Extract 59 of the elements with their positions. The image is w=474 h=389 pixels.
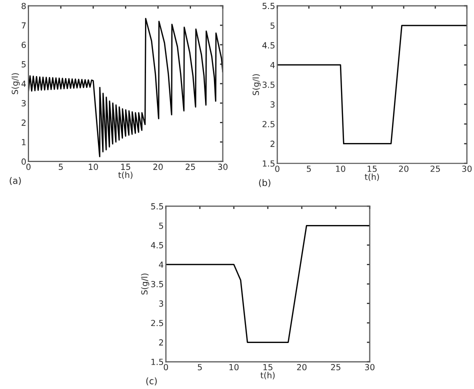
y-axis-title: S(g/l) [12, 73, 20, 94]
line-series [28, 18, 223, 158]
x-tick-label: 10 [88, 164, 98, 170]
x-tick-label: 25 [186, 164, 195, 170]
y-tick-label: 4.5 [150, 242, 164, 248]
x-tick-label: 0 [164, 364, 168, 370]
y-tick-label: 3.5 [262, 82, 274, 88]
y-axis-title: S(g/l) [141, 274, 150, 295]
x-tick-label: 15 [368, 166, 377, 172]
y-tick-label: 1.5 [151, 358, 164, 366]
y-tick-label: 4 [158, 262, 164, 268]
y-tick-label: 4.5 [262, 42, 274, 49]
x-tick-label: 20 [399, 166, 408, 172]
x-tick-label: 30 [462, 166, 472, 172]
y-tick-label: 5 [270, 22, 274, 29]
y-tick-label: 2 [22, 120, 26, 126]
x-tick-label: 20 [297, 364, 307, 370]
y-tick-label: 6 [22, 42, 26, 48]
y-tick-label: 3 [159, 300, 164, 307]
y-tick-label: 4 [270, 62, 275, 68]
x-tick-label: 5 [58, 164, 63, 170]
x-tick-label: 5 [306, 166, 311, 172]
x-tick-label: 0 [275, 166, 280, 172]
text: (a) [10, 177, 21, 186]
x-tick-label: 30 [365, 364, 374, 370]
x-tick-label: 25 [430, 166, 440, 172]
y-tick-label: 2 [270, 140, 274, 147]
x-tick-label: 20 [153, 164, 163, 170]
y-tick-label: 8 [22, 2, 26, 10]
text: (c) [146, 377, 157, 386]
x-tick-label: 15 [263, 364, 272, 370]
y-tick-label: 4 [21, 80, 26, 87]
y-tick-label: 7 [22, 22, 26, 28]
y-tick-label: 0 [22, 158, 26, 165]
x-tick-label: 5 [198, 364, 202, 370]
y-tick-label: 1.5 [262, 160, 274, 167]
y-tick-label: 2.5 [262, 120, 274, 128]
y-tick-label: 1 [22, 139, 26, 146]
y-tick-label: 3 [270, 101, 275, 108]
x-axis-title: t(h) [260, 372, 275, 380]
y-tick-label: 2.5 [151, 320, 164, 326]
x-tick-label: 0 [26, 164, 31, 170]
line-series [166, 224, 370, 343]
y-tick-label: 3.5 [151, 280, 164, 288]
x-axis-title: t(h) [364, 174, 379, 181]
x-tick-label: 25 [331, 364, 340, 370]
y-tick-label: 5 [22, 61, 26, 68]
y-tick-label: 5 [159, 222, 164, 229]
x-tick-label: 30 [218, 164, 228, 170]
text: (b) [259, 179, 270, 188]
y-tick-label: 3 [22, 100, 26, 106]
y-tick-label: 5.5 [151, 203, 164, 210]
x-tick-label: 10 [229, 364, 239, 370]
y-tick-label: 2 [159, 339, 163, 346]
y-axis-title: S(g/l) [252, 74, 261, 96]
x-axis-title: t(h) [118, 172, 132, 180]
x-tick-label: 10 [336, 166, 346, 172]
y-tick-label: 5.5 [262, 2, 274, 10]
x-tick-label: 15 [121, 164, 130, 170]
